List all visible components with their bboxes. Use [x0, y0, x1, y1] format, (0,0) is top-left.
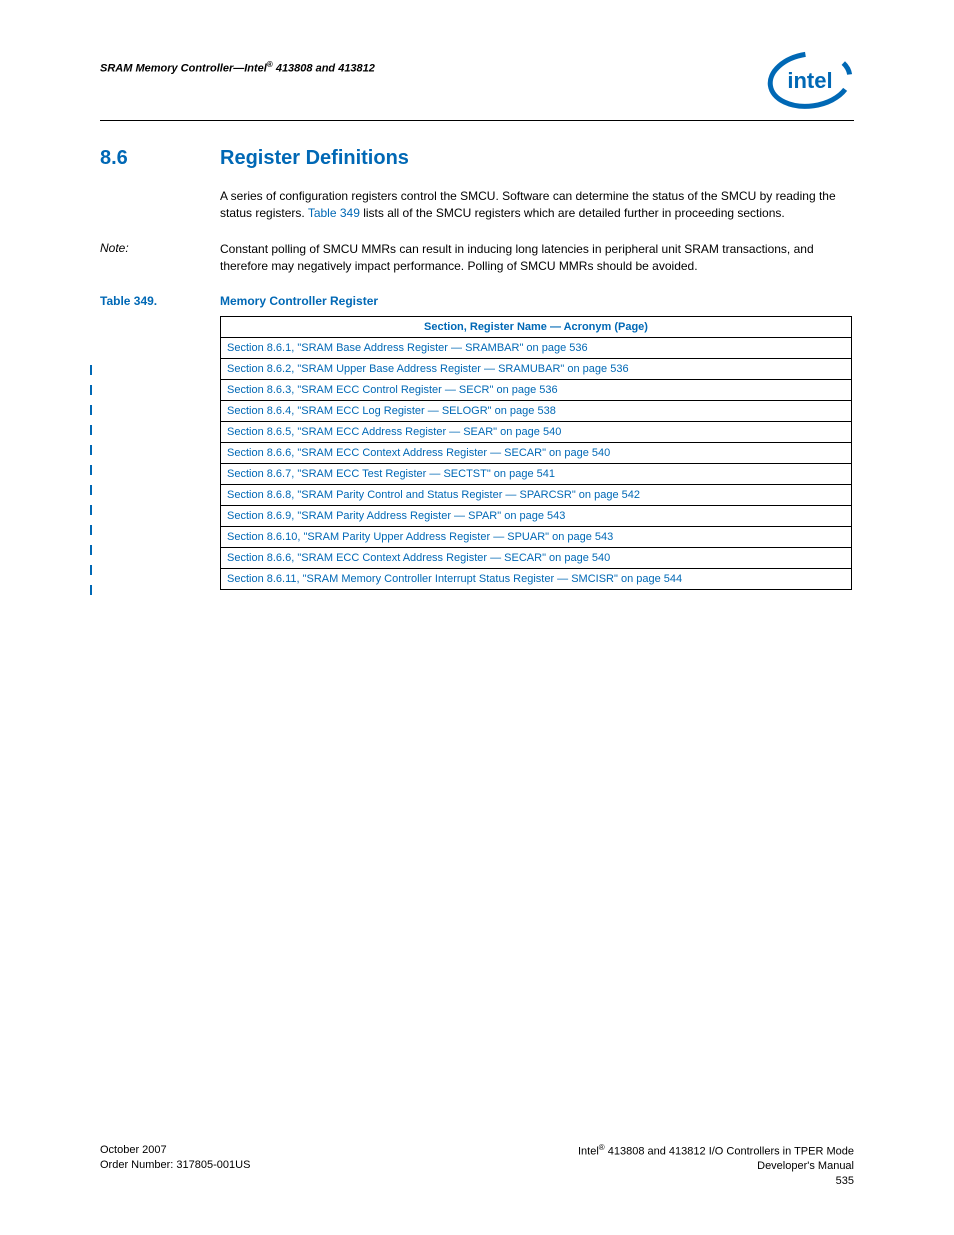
running-title-suffix: 413808 and 413812	[273, 63, 375, 75]
footer-title-prefix: Intel	[578, 1145, 599, 1157]
table-row: Section 8.6.4, "SRAM ECC Log Register — …	[221, 400, 852, 421]
change-bar	[90, 505, 92, 515]
table-cell-link[interactable]: Section 8.6.10, "SRAM Parity Upper Addre…	[221, 526, 852, 547]
change-bar	[90, 465, 92, 475]
register-table: Section, Register Name — Acronym (Page) …	[220, 316, 852, 590]
table-cell-link[interactable]: Section 8.6.2, "SRAM Upper Base Address …	[221, 358, 852, 379]
table-cell-link[interactable]: Section 8.6.8, "SRAM Parity Control and …	[221, 484, 852, 505]
section-heading: 8.6 Register Definitions	[100, 147, 854, 170]
footer-title-suffix: 413808 and 413812 I/O Controllers in TPE…	[605, 1145, 854, 1157]
table-row: Section 8.6.5, "SRAM ECC Address Registe…	[221, 421, 852, 442]
change-bar	[90, 525, 92, 535]
note-block: Note: Constant polling of SMCU MMRs can …	[100, 241, 854, 276]
section-number: 8.6	[100, 147, 220, 170]
table-cell-link[interactable]: Section 8.6.6, "SRAM ECC Context Address…	[221, 442, 852, 463]
table-header-cell: Section, Register Name — Acronym (Page)	[221, 316, 852, 337]
table-cell-link[interactable]: Section 8.6.6, "SRAM ECC Context Address…	[221, 547, 852, 568]
table-number: Table 349.	[100, 294, 220, 308]
footer-order-number: Order Number: 317805-001US	[100, 1158, 250, 1173]
footer-left: October 2007 Order Number: 317805-001US	[100, 1143, 250, 1189]
svg-text:intel: intel	[787, 68, 832, 93]
table-ref-link[interactable]: Table 349	[308, 206, 360, 220]
footer-right: Intel® 413808 and 413812 I/O Controllers…	[578, 1143, 854, 1189]
intel-logo: intel	[766, 50, 854, 110]
table-cell-link[interactable]: Section 8.6.11, "SRAM Memory Controller …	[221, 568, 852, 589]
table-title: Memory Controller Register	[220, 294, 378, 308]
table-row: Section 8.6.8, "SRAM Parity Control and …	[221, 484, 852, 505]
change-bar	[90, 485, 92, 495]
header-divider	[100, 120, 854, 121]
table-row: Section 8.6.6, "SRAM ECC Context Address…	[221, 442, 852, 463]
change-bar	[90, 385, 92, 395]
table-cell-link[interactable]: Section 8.6.5, "SRAM ECC Address Registe…	[221, 421, 852, 442]
change-bar	[90, 445, 92, 455]
table-cell-link[interactable]: Section 8.6.4, "SRAM ECC Log Register — …	[221, 400, 852, 421]
table-caption: Table 349. Memory Controller Register	[100, 294, 854, 308]
table-row: Section 8.6.7, "SRAM ECC Test Register —…	[221, 463, 852, 484]
footer-manual-name: Developer's Manual	[578, 1159, 854, 1174]
table-row: Section 8.6.10, "SRAM Parity Upper Addre…	[221, 526, 852, 547]
table-cell-link[interactable]: Section 8.6.1, "SRAM Base Address Regist…	[221, 337, 852, 358]
change-bar	[90, 405, 92, 415]
page-footer: October 2007 Order Number: 317805-001US …	[100, 1142, 854, 1189]
running-title-prefix: SRAM Memory Controller—Intel	[100, 63, 267, 75]
table-cell-link[interactable]: Section 8.6.7, "SRAM ECC Test Register —…	[221, 463, 852, 484]
table-row: Section 8.6.1, "SRAM Base Address Regist…	[221, 337, 852, 358]
change-bar	[90, 565, 92, 575]
change-bar	[90, 425, 92, 435]
footer-doc-title: Intel® 413808 and 413812 I/O Controllers…	[578, 1143, 854, 1160]
table-row: Section 8.6.6, "SRAM ECC Context Address…	[221, 547, 852, 568]
note-text: Constant polling of SMCU MMRs can result…	[220, 241, 854, 276]
para-text-after: lists all of the SMCU registers which ar…	[360, 206, 785, 220]
table-row: Section 8.6.2, "SRAM Upper Base Address …	[221, 358, 852, 379]
page-container: SRAM Memory Controller—Intel® 413808 and…	[0, 0, 954, 1235]
footer-date: October 2007	[100, 1143, 250, 1158]
running-title: SRAM Memory Controller—Intel® 413808 and…	[100, 50, 375, 75]
note-label: Note:	[100, 241, 220, 276]
intro-paragraph: A series of configuration registers cont…	[220, 188, 854, 223]
table-header-row: Section, Register Name — Acronym (Page)	[221, 316, 852, 337]
section-title: Register Definitions	[220, 147, 409, 170]
page-header: SRAM Memory Controller—Intel® 413808 and…	[100, 50, 854, 110]
table-row: Section 8.6.3, "SRAM ECC Control Registe…	[221, 379, 852, 400]
table-row: Section 8.6.11, "SRAM Memory Controller …	[221, 568, 852, 589]
table-row: Section 8.6.9, "SRAM Parity Address Regi…	[221, 505, 852, 526]
table-cell-link[interactable]: Section 8.6.3, "SRAM ECC Control Registe…	[221, 379, 852, 400]
change-bar	[90, 585, 92, 595]
footer-page-number: 535	[578, 1174, 854, 1189]
table-cell-link[interactable]: Section 8.6.9, "SRAM Parity Address Regi…	[221, 505, 852, 526]
change-bar	[90, 545, 92, 555]
change-bar	[90, 365, 92, 375]
